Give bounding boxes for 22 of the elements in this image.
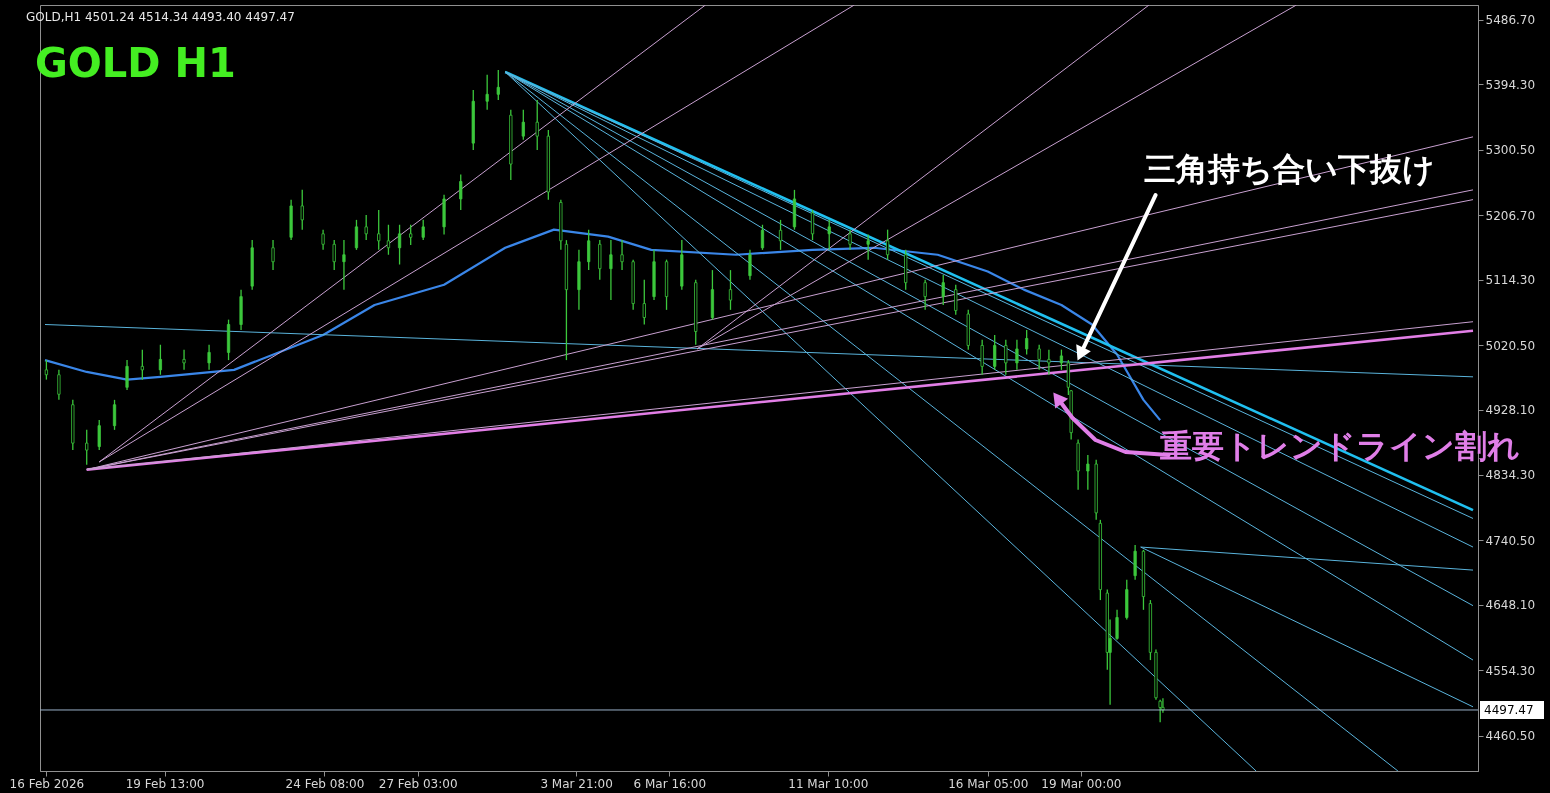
y-tick-label: 4648.10: [1485, 598, 1536, 613]
y-tick-label: 4460.50: [1485, 729, 1536, 744]
y-tick-label: 5114.30: [1485, 273, 1536, 288]
x-tick-label: 19 Mar 00:00: [1041, 776, 1122, 791]
x-tick-label: 16 Feb 2026: [9, 776, 85, 791]
x-tick-label: 3 Mar 21:00: [540, 776, 613, 791]
ref-line-label: 4497.47: [1484, 702, 1534, 717]
y-tick-label: 4554.30: [1485, 663, 1536, 678]
x-tick-label: 16 Mar 05:00: [948, 776, 1029, 791]
y-tick-label: 4834.30: [1485, 468, 1536, 483]
y-tick-label: 4928.10: [1485, 403, 1536, 418]
x-tick-label: 27 Feb 03:00: [378, 776, 458, 791]
y-tick-label: 4740.50: [1485, 533, 1536, 548]
y-tick-label: 5486.70: [1485, 13, 1536, 28]
x-tick-label: 19 Feb 13:00: [125, 776, 205, 791]
y-tick-label: 5300.50: [1485, 143, 1536, 158]
x-tick-label: 6 Mar 16:00: [633, 776, 707, 791]
x-tick-label: 24 Feb 08:00: [285, 776, 365, 791]
y-tick-label: 5206.70: [1485, 208, 1536, 223]
x-tick-label: 11 Mar 10:00: [788, 776, 869, 791]
y-tick-label: 5020.50: [1485, 338, 1536, 353]
y-tick-label: 5394.30: [1485, 77, 1536, 92]
